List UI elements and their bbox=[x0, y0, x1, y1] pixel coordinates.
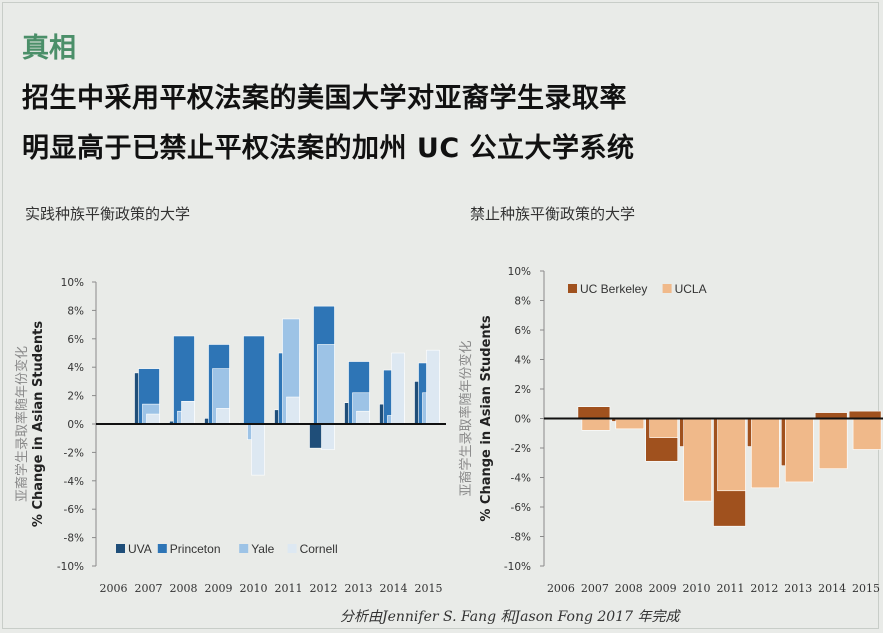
y-tick-label: -2% bbox=[64, 447, 84, 459]
x-tick-label: 2011 bbox=[275, 582, 303, 595]
y-tick-label: 2% bbox=[514, 384, 531, 396]
legend-swatch bbox=[239, 544, 249, 553]
bar-uc-berkeley bbox=[848, 410, 882, 419]
x-tick-label: 2007 bbox=[581, 582, 609, 595]
y-axis-label-english: % Change in Asian Students bbox=[31, 321, 46, 527]
x-tick-label: 2011 bbox=[716, 582, 744, 595]
bar-cornell bbox=[356, 410, 370, 425]
y-tick-label: 8% bbox=[67, 305, 84, 317]
y-tick-label: -4% bbox=[511, 473, 531, 485]
x-tick-label: 2013 bbox=[784, 582, 812, 595]
y-axis-label-english: % Change in Asian Students bbox=[479, 315, 494, 521]
bar-ucla bbox=[751, 418, 780, 489]
bar-ucla bbox=[649, 418, 679, 438]
x-tick-label: 2014 bbox=[818, 582, 846, 595]
bar-cornell bbox=[321, 423, 335, 450]
y-tick-label: 10% bbox=[508, 266, 531, 278]
y-tick-label: 0% bbox=[67, 419, 84, 431]
legend-swatch bbox=[287, 544, 297, 553]
y-tick-label: 10% bbox=[61, 277, 84, 289]
x-tick-label: 2008 bbox=[615, 582, 643, 595]
legend-swatch bbox=[157, 544, 167, 553]
bar-cornell bbox=[426, 349, 440, 425]
y-tick-label: 2% bbox=[67, 391, 84, 403]
bar-ucla bbox=[852, 418, 882, 450]
x-tick-label: 2010 bbox=[683, 582, 711, 595]
footer-credit: 分析由Jennifer S. Fang 和Jason Fong 2017 年完成 bbox=[340, 609, 680, 625]
bar-ucla bbox=[581, 418, 611, 431]
x-tick-label: 2010 bbox=[240, 582, 268, 595]
y-tick-label: -8% bbox=[511, 532, 531, 544]
bar-cornell bbox=[286, 396, 300, 425]
y-tick-label: -6% bbox=[511, 502, 531, 514]
y-tick-label: 4% bbox=[514, 355, 531, 367]
y-tick-label: -6% bbox=[64, 504, 84, 516]
bar-ucla bbox=[683, 418, 712, 502]
x-tick-label: 2006 bbox=[100, 582, 128, 595]
legend-label: UC Berkeley bbox=[580, 282, 647, 296]
bar-uc-berkeley bbox=[577, 406, 611, 419]
bar-princeton bbox=[243, 335, 265, 425]
y-axis-label: 亚裔学生录取率随年份变化 bbox=[458, 340, 474, 496]
legend-swatch bbox=[568, 284, 577, 293]
right-chart-title: 禁止种族平衡政策的大学 bbox=[470, 205, 636, 223]
bar-cornell bbox=[181, 400, 195, 425]
bar-cornell bbox=[216, 408, 230, 425]
legend-label: UVA bbox=[128, 542, 152, 556]
bar-cornell bbox=[391, 352, 405, 425]
y-tick-label: -8% bbox=[64, 533, 84, 545]
legend-label: Princeton bbox=[170, 542, 221, 556]
bar-cornell bbox=[146, 413, 160, 425]
bar-ucla bbox=[615, 418, 645, 430]
bar-ucla bbox=[818, 418, 848, 469]
x-tick-label: 2009 bbox=[649, 582, 677, 595]
legend-label: Yale bbox=[251, 542, 274, 556]
x-tick-label: 2013 bbox=[345, 582, 373, 595]
y-tick-label: -2% bbox=[511, 443, 531, 455]
legend-swatch bbox=[662, 284, 672, 293]
x-tick-label: 2012 bbox=[310, 582, 338, 595]
x-tick-label: 2008 bbox=[170, 582, 198, 595]
y-tick-label: 0% bbox=[514, 414, 531, 426]
left-chart-title: 实践种族平衡政策的大学 bbox=[25, 205, 191, 223]
y-tick-label: -10% bbox=[57, 561, 84, 573]
headline-line-2: 明显高于已禁止平权法案的加州 UC 公立大学系统 bbox=[22, 133, 635, 164]
x-tick-label: 2009 bbox=[205, 582, 233, 595]
x-tick-label: 2012 bbox=[750, 582, 778, 595]
x-tick-label: 2015 bbox=[415, 582, 443, 595]
bar-ucla bbox=[717, 418, 746, 492]
headline-line-1: 招生中采用平权法案的美国大学对亚裔学生录取率 bbox=[22, 83, 627, 114]
y-tick-label: 6% bbox=[67, 334, 84, 346]
legend-label: UCLA bbox=[675, 282, 707, 296]
x-tick-label: 2015 bbox=[852, 582, 880, 595]
y-tick-label: 8% bbox=[514, 296, 531, 308]
y-tick-label: 4% bbox=[67, 362, 84, 374]
legend-swatch bbox=[116, 544, 125, 553]
y-tick-label: 6% bbox=[514, 325, 531, 337]
y-tick-label: -10% bbox=[504, 561, 531, 573]
bar-cornell bbox=[251, 423, 265, 476]
header-label: 真相 bbox=[22, 33, 76, 64]
y-axis-label: 亚裔学生录取率随年份变化 bbox=[14, 346, 30, 502]
legend-label: Cornell bbox=[300, 542, 338, 556]
bar-yale bbox=[317, 344, 335, 425]
x-tick-label: 2007 bbox=[135, 582, 163, 595]
y-tick-label: -4% bbox=[64, 476, 84, 488]
x-tick-label: 2014 bbox=[380, 582, 408, 595]
x-tick-label: 2006 bbox=[547, 582, 575, 595]
bar-ucla bbox=[784, 418, 814, 483]
